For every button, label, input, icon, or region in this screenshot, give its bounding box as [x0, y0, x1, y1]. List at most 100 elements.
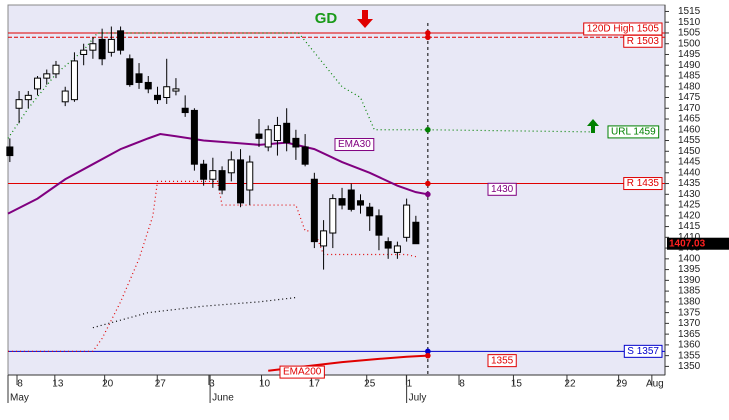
y-tick-label: 1455	[678, 135, 701, 146]
cursor-dot	[425, 191, 431, 198]
candle-body	[181, 107, 189, 114]
candle-body	[135, 73, 143, 83]
candle-body	[246, 161, 254, 191]
label-box	[623, 34, 663, 48]
candle-body	[172, 88, 180, 92]
candle-body	[310, 178, 318, 243]
label-box	[487, 182, 517, 196]
marks: 1350135513601365137013751380138513901395…	[6, 6, 729, 404]
x-tick-label: 29	[616, 379, 628, 390]
x-tick-label: 13	[52, 379, 64, 390]
candle-body	[24, 94, 32, 101]
cursor-dot	[425, 348, 431, 355]
candle-body	[403, 204, 411, 238]
y-tick-label: 1510	[678, 17, 701, 28]
candle-body	[393, 245, 401, 253]
candle-body	[255, 133, 263, 139]
x-tick-label: 20	[102, 379, 114, 390]
candle-body	[190, 109, 198, 165]
label-text: R 1503	[627, 36, 660, 47]
y-tick-label: 1415	[678, 221, 701, 232]
price-box	[667, 237, 729, 250]
x-tick-label: 22	[564, 379, 576, 390]
y-tick-label: 1410	[678, 232, 701, 243]
candle-body	[338, 198, 346, 206]
indicator-line	[7, 32, 596, 139]
label-text: URL 1459	[611, 127, 656, 138]
candle-body	[34, 77, 42, 90]
x-tick-label: Aug	[646, 379, 664, 390]
y-tick-label: 1355	[678, 350, 701, 361]
plot-area	[7, 4, 666, 376]
candle-body	[89, 43, 97, 51]
y-tick-label: 1490	[678, 60, 701, 71]
candle-body	[237, 159, 245, 204]
label-box	[279, 365, 325, 379]
y-tick-label: 1450	[678, 146, 701, 157]
candle-body	[209, 170, 217, 180]
label-text: EMA30	[338, 139, 371, 150]
candle-body	[200, 163, 208, 180]
y-tick-label: 1475	[678, 92, 701, 103]
label-text: S 1357	[627, 346, 659, 357]
x-tick-label: 27	[155, 379, 167, 390]
label-box	[487, 354, 517, 368]
y-tick-label: 1435	[678, 178, 701, 189]
candle-body	[273, 124, 281, 142]
y-tick-label: 1385	[678, 286, 701, 297]
y-tick-label: 1420	[678, 210, 701, 221]
y-tick-label: 1425	[678, 200, 701, 211]
y-tick-label: 1460	[678, 124, 701, 135]
candle-body	[375, 215, 383, 236]
x-tick-label: 15	[511, 379, 523, 390]
y-tick-label: 1380	[678, 297, 701, 308]
candle-body	[126, 58, 134, 86]
candle-body	[144, 81, 152, 90]
x-tick-label: 10	[259, 379, 271, 390]
x-tick-label: 3	[209, 379, 215, 390]
candle-body	[384, 241, 392, 249]
label-box	[607, 125, 660, 139]
candle-body	[163, 86, 171, 98]
y-tick-label: 1515	[678, 6, 701, 17]
candle-body	[80, 49, 88, 55]
month-label: June	[212, 393, 234, 404]
x-tick-label: 17	[309, 379, 321, 390]
y-tick-label: 1395	[678, 264, 701, 275]
y-tick-label: 1505	[678, 28, 701, 39]
x-tick-label: 8	[459, 379, 465, 390]
y-tick-label: 1470	[678, 103, 701, 114]
candle-body	[6, 146, 14, 157]
candle-body	[107, 38, 115, 53]
candle-body	[292, 137, 300, 148]
y-tick-label: 1440	[678, 167, 701, 178]
label-box	[583, 22, 663, 36]
indicator-line	[8, 180, 416, 352]
candle-body	[412, 221, 420, 245]
y-tick-label: 1465	[678, 114, 701, 125]
y-tick-label: 1480	[678, 81, 701, 92]
cursor-dot	[425, 180, 431, 187]
candle-body	[15, 99, 23, 109]
label-box	[623, 177, 663, 191]
y-tick-label: 1350	[678, 361, 701, 372]
candle-body	[153, 94, 161, 101]
y-tick-label: 1365	[678, 329, 701, 340]
x-tick-label: 1	[407, 379, 413, 390]
up-arrow	[587, 119, 599, 133]
x-tick-label: 25	[364, 379, 376, 390]
candle-body	[366, 206, 374, 217]
label-text: 1355	[491, 355, 514, 366]
cursor-dot	[425, 34, 431, 41]
y-tick-label: 1495	[678, 49, 701, 60]
indicator-line	[7, 133, 429, 215]
candle-body	[117, 30, 125, 51]
y-tick-label: 1400	[678, 253, 701, 264]
month-label: May	[10, 393, 29, 404]
y-tick-label: 1390	[678, 275, 701, 286]
candle-body	[52, 64, 60, 75]
label-text: EMA200	[283, 367, 322, 378]
candle-body	[329, 198, 337, 234]
candle-body	[320, 230, 328, 247]
